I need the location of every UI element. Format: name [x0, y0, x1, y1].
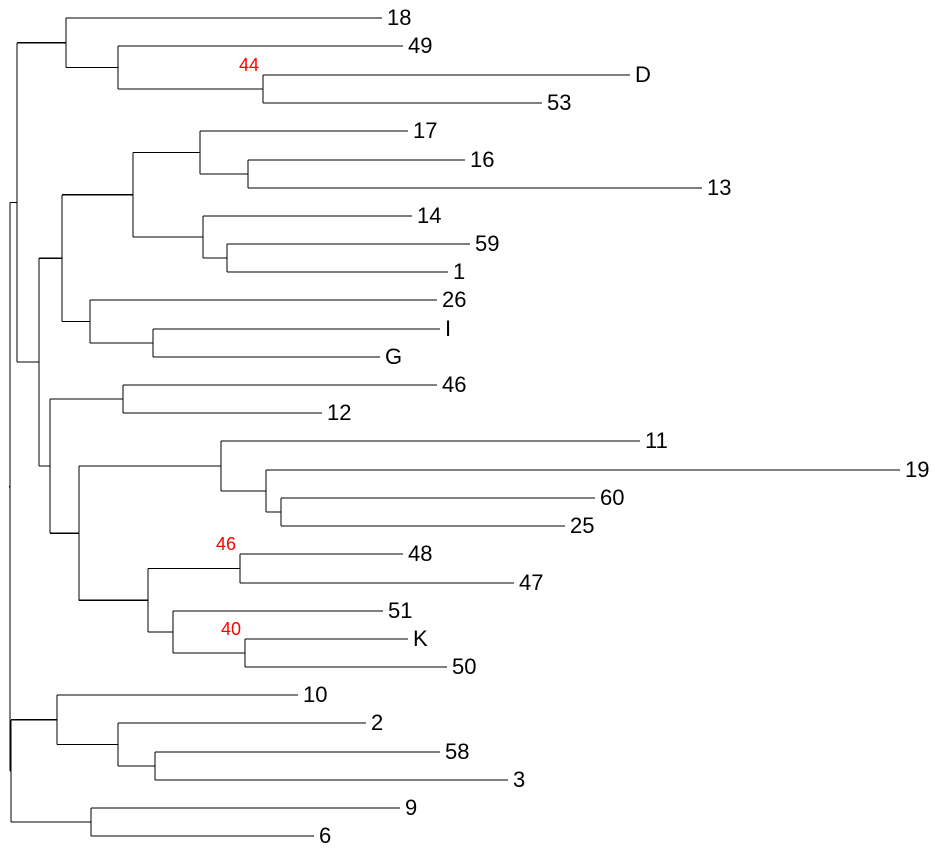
tip-label-58: 58 [445, 739, 469, 764]
tip-label-50: 50 [452, 654, 476, 679]
tip-label-9: 9 [405, 795, 417, 820]
tip-label-16: 16 [470, 147, 494, 172]
tip-label-18: 18 [387, 5, 411, 30]
tip-label-11: 11 [645, 428, 668, 453]
tip-label-48: 48 [408, 541, 432, 566]
tip-labels: 1849D531716131459126IG461211196025484751… [303, 5, 929, 848]
support-value-label: 46 [216, 534, 236, 554]
tip-label-46: 46 [442, 372, 466, 397]
support-value-label: 40 [221, 619, 241, 639]
tip-label-13: 13 [707, 175, 731, 200]
tip-label-60: 60 [600, 485, 624, 510]
tip-label-53: 53 [547, 90, 571, 115]
tip-label-i: I [445, 316, 451, 341]
tip-label-6: 6 [319, 823, 331, 848]
tip-label-2: 2 [371, 710, 383, 735]
tip-label-26: 26 [442, 287, 466, 312]
tip-label-51: 51 [388, 598, 412, 623]
tip-label-19: 19 [905, 457, 929, 482]
tip-label-1: 1 [453, 259, 465, 284]
tip-label-10: 10 [303, 682, 327, 707]
support-value-label: 44 [239, 55, 259, 75]
support-labels: 44 46 40 [216, 55, 259, 639]
tip-label-k: K [413, 626, 428, 651]
tree-branches [9, 17, 900, 837]
tip-label-59: 59 [475, 231, 499, 256]
tip-label-17: 17 [413, 118, 437, 143]
tip-label-3: 3 [513, 767, 525, 792]
tip-label-12: 12 [327, 400, 351, 425]
tip-label-14: 14 [417, 203, 441, 228]
tip-label-49: 49 [408, 33, 432, 58]
tip-label-47: 47 [519, 570, 543, 595]
tip-label-25: 25 [570, 513, 594, 538]
tip-label-g: G [385, 344, 402, 369]
tip-label-d: D [635, 62, 651, 87]
